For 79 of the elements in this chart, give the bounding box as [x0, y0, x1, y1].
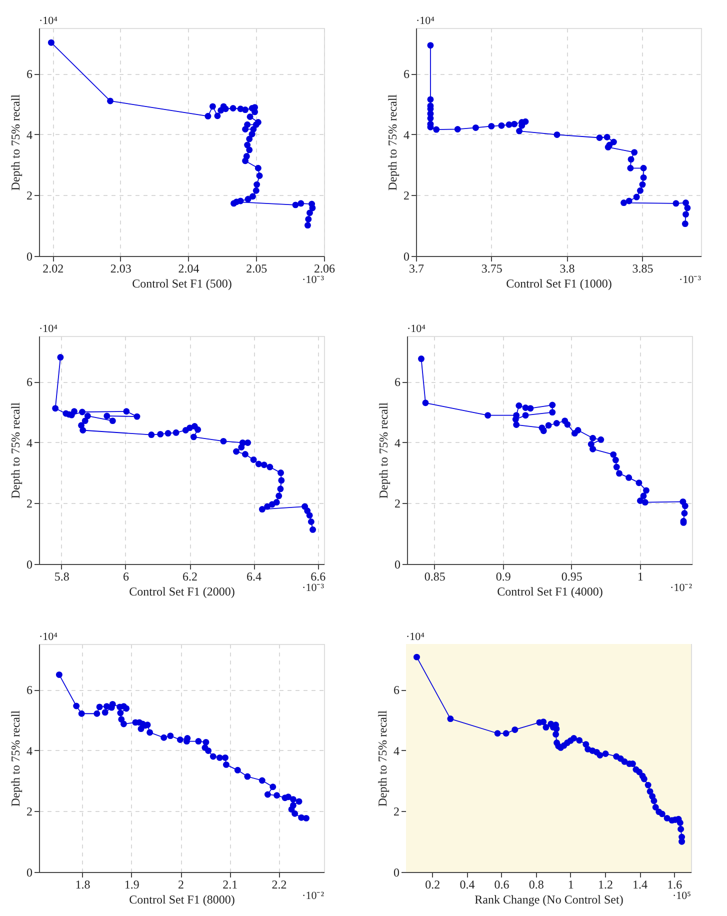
x-tick-label: 0.6 — [494, 878, 510, 892]
y-tick-label: 6 — [26, 683, 32, 698]
x-tick-label: 3.85 — [632, 262, 654, 276]
x-tick-label: 3.7 — [409, 262, 424, 276]
x-tick-label: 2.1 — [222, 878, 238, 892]
y-tick-label: 4 — [26, 436, 32, 450]
text: ·10⁴ — [416, 15, 435, 27]
y-tick-label: 0 — [394, 558, 400, 572]
x-tick-label: 2.02 — [42, 262, 64, 276]
x-tick-label: 2 — [178, 878, 184, 892]
y-tick-label: 6 — [26, 375, 32, 390]
y-tick-label: 4 — [394, 744, 400, 758]
text: ·10⁴ — [406, 631, 425, 643]
x-tick-label: 0.85 — [424, 570, 446, 584]
text: ·10⁵ — [672, 890, 692, 902]
text: ·10⁻³ — [679, 274, 702, 286]
y-axis-title: Depth to 75% recall — [376, 710, 390, 807]
x-axis-title: Control Set F1 (8000) — [129, 892, 235, 906]
y-tick-label: 4 — [404, 128, 410, 142]
y-tick-label: 0 — [26, 866, 32, 880]
y-axis-title: Depth to 75% recall — [8, 94, 22, 191]
x-tick-label: 0.2 — [425, 878, 440, 892]
x-tick-label: 3.75 — [481, 262, 502, 276]
x-tick-label: 1.2 — [598, 878, 613, 892]
x-axis-title: Control Set F1 (2000) — [129, 584, 235, 598]
y-tick-label: 2 — [26, 188, 32, 203]
x-tick-label: 1.4 — [632, 878, 648, 892]
x-tick-label: 6.2 — [182, 570, 198, 584]
y-tick-label: 2 — [26, 496, 32, 511]
text: ·10⁴ — [39, 631, 58, 643]
x-tick-label: 2.05 — [246, 262, 268, 276]
text: ·10⁴ — [39, 323, 58, 335]
y-tick-label: 2 — [394, 496, 400, 511]
x-axis-title: Control Set F1 (4000) — [497, 584, 603, 598]
text: ·10⁻³ — [302, 274, 325, 286]
x-tick-label: 1.6 — [667, 878, 682, 892]
y-tick-label: 6 — [26, 67, 32, 82]
y-tick-label: 2 — [404, 188, 410, 203]
y-tick-label: 0 — [26, 250, 32, 264]
x-tick-label: 0.95 — [561, 570, 582, 584]
x-tick-label: 2.06 — [314, 262, 335, 276]
y-tick-label: 4 — [26, 744, 32, 758]
y-tick-label: 6 — [394, 683, 400, 698]
x-tick-label: 6 — [122, 570, 129, 584]
x-tick-label: 3.8 — [560, 262, 575, 276]
x-tick-label: 1 — [568, 878, 574, 892]
x-axis-title: Control Set F1 (500) — [132, 276, 232, 290]
x-tick-label: 1 — [637, 570, 644, 584]
y-axis-title: Depth to 75% recall — [386, 94, 400, 191]
y-tick-label: 6 — [394, 375, 400, 390]
x-tick-label: 5.8 — [54, 570, 70, 584]
text: ·10⁻³ — [302, 582, 325, 594]
x-axis-title: Control Set F1 (1000) — [506, 276, 612, 290]
y-axis-title: Depth to 75% recall — [376, 402, 390, 499]
x-tick-label: 2.03 — [110, 262, 132, 276]
x-tick-label: 2.04 — [178, 262, 200, 276]
x-tick-label: 1.8 — [75, 878, 90, 892]
text: ·10⁻² — [670, 582, 693, 594]
y-tick-label: 2 — [394, 804, 400, 819]
x-tick-label: 6.4 — [246, 570, 262, 584]
x-tick-label: 0.8 — [528, 878, 544, 892]
x-tick-label: 1.9 — [124, 878, 140, 892]
y-tick-label: 0 — [394, 866, 400, 880]
x-axis-title: Rank Change (No Control Set) — [474, 892, 624, 906]
text: ·10⁴ — [39, 15, 58, 27]
y-tick-label: 0 — [404, 250, 410, 264]
text: ·10⁴ — [407, 323, 426, 335]
y-tick-label: 0 — [26, 558, 32, 572]
text: ·10⁻² — [302, 890, 325, 902]
x-tick-label: 6.6 — [310, 570, 326, 584]
x-tick-label: 0.4 — [460, 878, 475, 892]
x-tick-label: 2.2 — [272, 878, 287, 892]
y-tick-label: 6 — [404, 67, 410, 82]
y-axis-title: Depth to 75% recall — [8, 710, 22, 807]
y-axis-title: Depth to 75% recall — [8, 402, 22, 499]
y-tick-label: 2 — [26, 804, 32, 819]
y-tick-label: 4 — [394, 436, 400, 450]
x-tick-label: 0.9 — [496, 570, 511, 584]
y-tick-label: 4 — [26, 128, 32, 142]
